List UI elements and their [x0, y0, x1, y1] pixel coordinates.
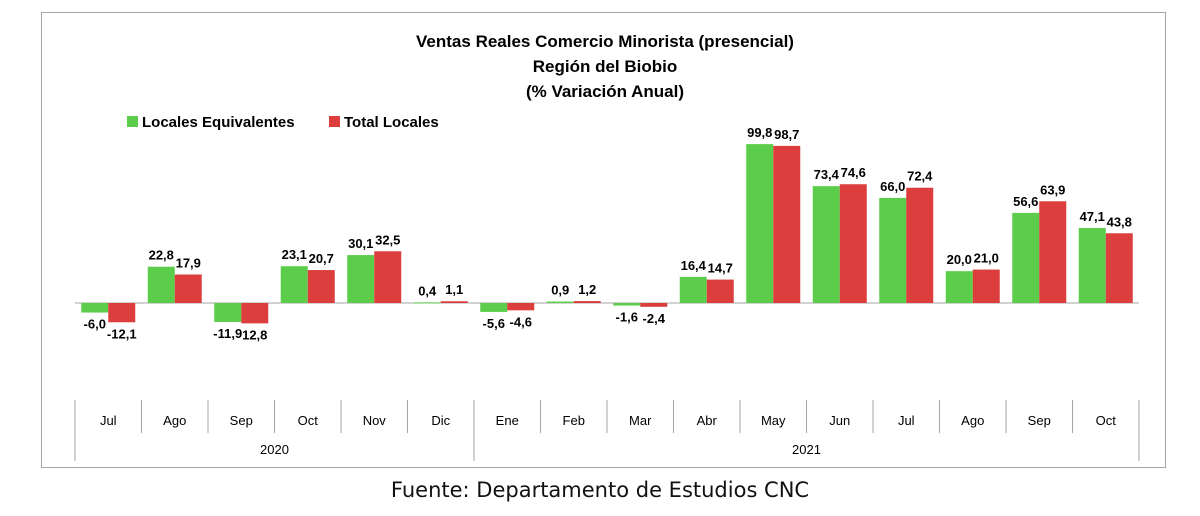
data-label: 73,4: [814, 167, 840, 182]
data-label: 16,4: [681, 258, 707, 273]
data-label: 30,1: [348, 236, 373, 251]
data-label: 1,2: [578, 282, 596, 297]
x-tick-label: Oct: [1096, 413, 1117, 428]
x-tick-label: May: [761, 413, 786, 428]
bar: [640, 303, 668, 307]
x-tick-label: Oct: [298, 413, 319, 428]
bar: [81, 303, 109, 313]
year-label: 2020: [260, 442, 289, 457]
bar: [108, 303, 136, 323]
year-label: 2021: [792, 442, 821, 457]
bar: [480, 303, 508, 312]
source-note: Fuente: Departamento de Estudios CNC: [390, 478, 810, 502]
bar: [746, 144, 774, 303]
data-label: 17,9: [176, 256, 201, 271]
data-label: 74,6: [841, 165, 866, 180]
data-label: 99,8: [747, 125, 772, 140]
data-label: 32,5: [375, 232, 400, 247]
x-tick-label: Jul: [898, 413, 915, 428]
x-tick-label: Dic: [431, 413, 450, 428]
legend-swatch: [127, 116, 138, 127]
bar: [307, 270, 335, 303]
bar: [1078, 228, 1106, 303]
bar: [1012, 212, 1040, 303]
bar: [613, 303, 641, 306]
bar: [214, 303, 242, 322]
x-tick-label: Sep: [1028, 413, 1051, 428]
data-label: -6,0: [84, 317, 106, 332]
bar: [174, 274, 202, 303]
x-tick-label: Feb: [563, 413, 585, 428]
data-label: -5,6: [483, 316, 505, 331]
x-tick-label: Ago: [961, 413, 984, 428]
bar: [241, 303, 269, 324]
data-label: 20,0: [947, 252, 972, 267]
x-tick-label: Nov: [363, 413, 387, 428]
bar: [1105, 233, 1133, 303]
legend-swatch: [329, 116, 340, 127]
bar: [706, 279, 734, 303]
data-label: 23,1: [282, 247, 307, 262]
data-label: 0,4: [418, 283, 437, 298]
bar: [347, 255, 375, 303]
data-label: 63,9: [1040, 182, 1065, 197]
x-tick-label: Jun: [829, 413, 850, 428]
data-label: -11,9: [213, 326, 242, 341]
data-label: 43,8: [1107, 214, 1132, 229]
chart-title-line: (% Variación Anual): [526, 82, 684, 101]
data-label: 21,0: [974, 251, 999, 266]
legend-label: Locales Equivalentes: [142, 114, 295, 131]
bar: [972, 269, 1000, 303]
data-label: 1,1: [445, 282, 463, 297]
data-label: -1,6: [616, 310, 638, 325]
data-label: 47,1: [1080, 209, 1105, 224]
bar: [773, 145, 801, 303]
data-label: -4,6: [510, 314, 532, 329]
chart-title-line: Ventas Reales Comercio Minorista (presen…: [416, 32, 794, 51]
data-label: 12,8: [242, 327, 267, 342]
bar: [906, 187, 934, 303]
bar: [280, 266, 308, 303]
x-tick-label: Jul: [100, 413, 117, 428]
chart-frame: Ventas Reales Comercio Minorista (presen…: [41, 12, 1166, 468]
bar: [147, 266, 175, 303]
bar: [679, 276, 707, 303]
data-label: 72,4: [907, 169, 933, 184]
bar: [374, 251, 402, 303]
x-tick-label: Mar: [629, 413, 652, 428]
x-tick-label: Sep: [230, 413, 253, 428]
bar-chart: Ventas Reales Comercio Minorista (presen…: [74, 32, 1140, 461]
chart-title-line: Región del Biobio: [533, 57, 678, 76]
bar: [546, 301, 574, 303]
legend-label: Total Locales: [344, 114, 439, 131]
data-label: -12,1: [107, 326, 137, 341]
bar: [440, 301, 468, 303]
bar: [1039, 201, 1067, 303]
bar: [812, 186, 840, 303]
data-label: 66,0: [880, 179, 905, 194]
x-tick-label: Ago: [163, 413, 186, 428]
bar: [839, 184, 867, 303]
data-label: 20,7: [309, 251, 334, 266]
x-tick-label: Ene: [496, 413, 519, 428]
bar: [879, 197, 907, 303]
data-label: 22,8: [149, 248, 174, 263]
data-label: 56,6: [1013, 194, 1038, 209]
bar: [507, 303, 535, 311]
x-tick-label: Abr: [697, 413, 718, 428]
data-label: 0,9: [551, 283, 569, 298]
bar: [573, 301, 601, 303]
data-label: -2,4: [643, 311, 666, 326]
data-label: 14,7: [708, 261, 733, 276]
bar: [413, 302, 441, 304]
bar: [945, 271, 973, 303]
data-label: 98,7: [774, 127, 799, 142]
